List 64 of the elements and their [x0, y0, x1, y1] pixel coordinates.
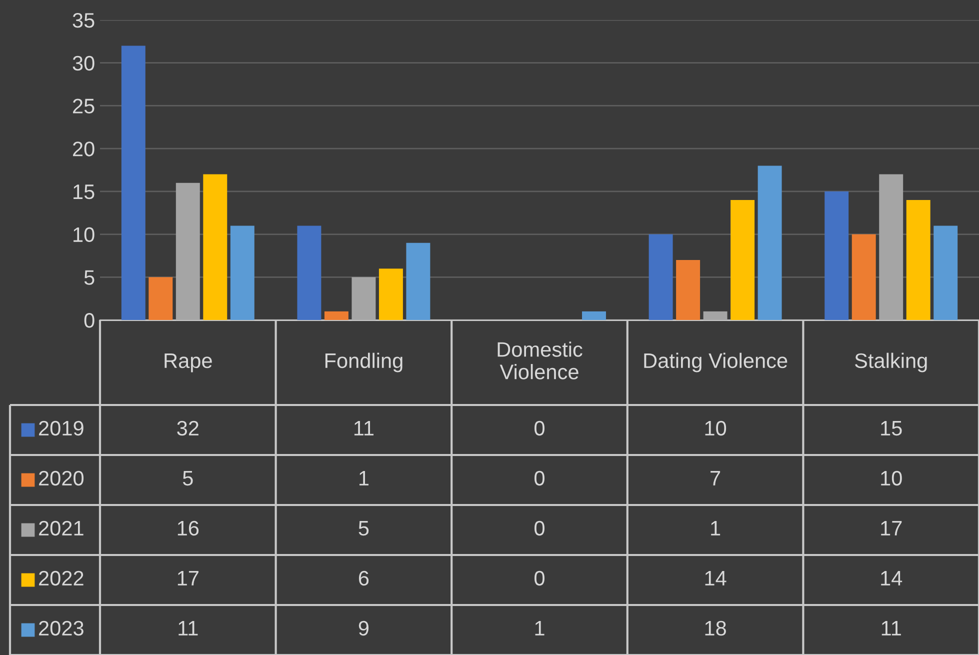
bar — [758, 166, 782, 320]
legend-label: 2019 — [39, 420, 84, 436]
data-label: 10 — [881, 470, 902, 486]
data-label: 7 — [710, 471, 720, 486]
bar — [730, 200, 755, 320]
data-label: 0 — [534, 470, 544, 486]
x-tick-label: Dating Violence — [644, 352, 788, 372]
y-tick-label: 35 — [72, 13, 94, 28]
bar — [934, 226, 958, 320]
data-label: 16 — [178, 520, 199, 536]
data-label: 14 — [705, 571, 726, 586]
bar — [879, 174, 904, 320]
data-label: 1 — [359, 471, 368, 486]
data-label: 5 — [358, 521, 369, 536]
data-label: 1 — [711, 521, 720, 536]
data-label: 9 — [358, 620, 369, 636]
bar — [582, 311, 606, 320]
data-label: 11 — [882, 621, 901, 636]
x-tick-label: Rape — [164, 354, 212, 372]
bar — [906, 200, 930, 320]
legend-label: 2022 — [39, 570, 84, 586]
x-tick-label: Fondling — [325, 352, 402, 372]
bar — [176, 182, 200, 320]
x-tick-label: Domestic Violence — [498, 342, 582, 380]
data-label: 5 — [182, 471, 193, 486]
data-label: 11 — [178, 621, 198, 636]
y-tick-label: 30 — [72, 56, 94, 71]
data-label: 17 — [178, 571, 198, 586]
data-label: 1 — [535, 621, 544, 636]
bar — [824, 191, 849, 320]
bar — [378, 268, 403, 320]
data-label: 0 — [534, 520, 544, 536]
data-label: 14 — [881, 571, 902, 586]
bar — [297, 226, 322, 320]
bar — [648, 234, 673, 320]
y-tick-label: 0 — [84, 313, 94, 328]
data-label: 18 — [705, 620, 726, 636]
bar — [324, 311, 348, 320]
bar — [852, 234, 876, 320]
y-tick-label: 20 — [73, 142, 94, 156]
data-label: 17 — [881, 521, 902, 536]
y-tick-label: 10 — [74, 227, 94, 242]
bar — [203, 174, 228, 320]
data-label: 15 — [881, 421, 902, 436]
data-label: 6 — [358, 570, 369, 586]
y-tick-label: 5 — [84, 270, 94, 285]
legend-label: 2020 — [39, 470, 84, 486]
data-label: 32 — [177, 420, 198, 436]
bar — [230, 226, 254, 320]
data-label: 0 — [534, 420, 544, 436]
bar — [676, 260, 700, 320]
legend-label: 2023 — [39, 620, 84, 636]
bar — [703, 311, 728, 320]
y-tick-label: 15 — [74, 184, 94, 200]
y-tick-label: 25 — [73, 98, 94, 114]
legend-label: 2021 — [39, 520, 84, 536]
data-label: 0 — [534, 570, 544, 586]
data-label: 11 — [354, 421, 374, 436]
bar — [406, 242, 430, 320]
bar — [352, 277, 376, 320]
x-tick-label: Stalking — [854, 352, 927, 372]
data-label: 10 — [705, 420, 726, 436]
bar — [121, 46, 146, 320]
bar — [148, 277, 173, 320]
